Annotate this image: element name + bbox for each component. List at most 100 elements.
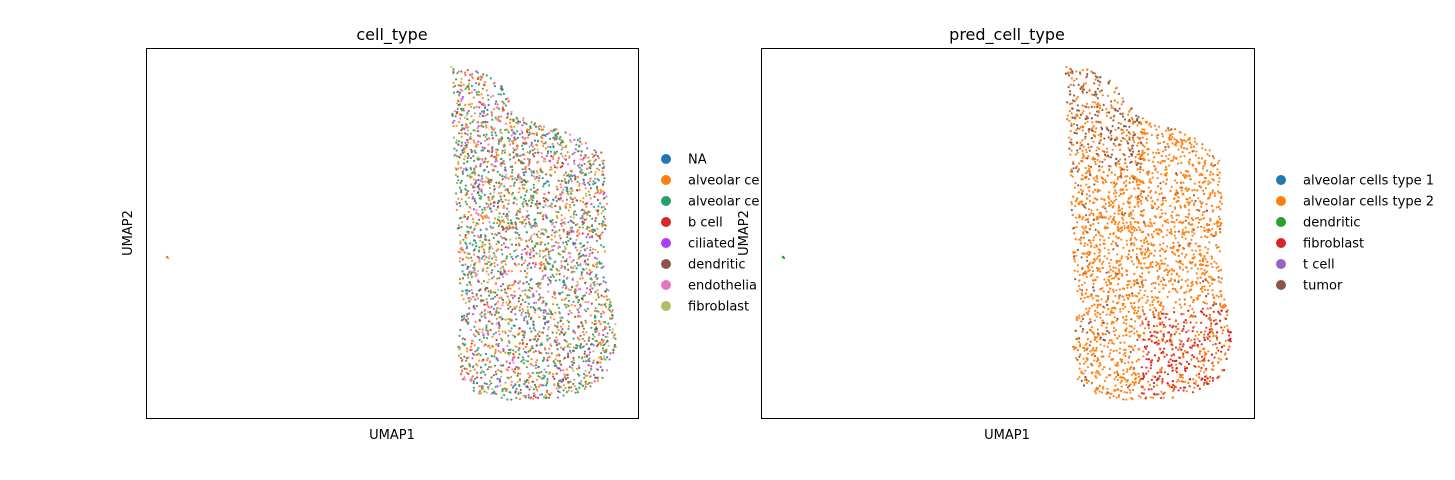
scatter-point <box>464 87 467 90</box>
scatter-point <box>466 174 469 177</box>
scatter-point <box>487 196 490 199</box>
scatter-point <box>1184 280 1187 283</box>
scatter-point <box>1213 192 1216 195</box>
scatter-point <box>480 149 483 152</box>
scatter-point <box>1088 199 1091 203</box>
scatter-point <box>1208 339 1212 342</box>
scatter-point <box>503 221 506 224</box>
scatter-point <box>471 259 474 262</box>
scatter-point <box>595 262 598 265</box>
scatter-point <box>525 345 528 348</box>
scatter-point <box>494 311 497 314</box>
scatter-point <box>573 361 576 364</box>
scatter-point <box>515 198 518 201</box>
scatter-point <box>455 112 458 115</box>
scatter-point <box>1139 324 1142 327</box>
scatter-point <box>518 383 521 387</box>
scatter-point <box>564 171 568 174</box>
scatter-point <box>1087 310 1090 313</box>
scatter-point <box>1131 294 1134 297</box>
scatter-point <box>512 184 516 187</box>
scatter-point <box>603 328 606 331</box>
scatter-point <box>502 268 505 271</box>
scatter-point <box>582 327 586 330</box>
scatter-point <box>1187 337 1190 340</box>
scatter-point <box>491 151 494 154</box>
scatter-point <box>560 224 563 227</box>
scatter-point <box>572 242 575 245</box>
scatter-point <box>1081 174 1084 177</box>
scatter-point <box>1138 317 1141 320</box>
scatter-point <box>1087 250 1090 253</box>
scatter-point <box>568 155 571 158</box>
scatter-point <box>594 171 597 174</box>
scatter-point <box>525 343 529 346</box>
scatter-point <box>1154 191 1157 194</box>
scatter-point <box>1111 240 1114 243</box>
scatter-point <box>472 155 475 158</box>
scatter-point <box>486 301 489 304</box>
scatter-point <box>524 136 527 140</box>
scatter-point <box>516 211 519 214</box>
scatter-point <box>455 141 458 144</box>
scatter-point <box>529 188 533 191</box>
legend-marker <box>661 238 671 248</box>
scatter-point <box>1085 115 1088 118</box>
scatter-point <box>553 318 556 321</box>
scatter-point <box>1115 349 1118 352</box>
scatter-point <box>490 392 493 396</box>
scatter-point <box>1123 138 1126 141</box>
scatter-point <box>564 131 567 134</box>
scatter-point <box>585 267 588 270</box>
scatter-point <box>494 303 497 306</box>
scatter-point <box>469 328 472 332</box>
scatter-point <box>496 377 499 380</box>
scatter-point <box>1123 227 1126 230</box>
scatter-point <box>526 320 529 323</box>
scatter-point <box>510 140 514 143</box>
scatter-point <box>561 316 564 319</box>
scatter-point <box>471 102 474 105</box>
scatter-point <box>600 206 603 209</box>
scatter-point <box>509 158 512 161</box>
scatter-point <box>593 177 597 180</box>
scatter-point <box>1084 132 1087 135</box>
scatter-point <box>580 321 583 324</box>
scatter-point <box>483 160 486 163</box>
scatter-point <box>456 175 459 178</box>
scatter-point <box>518 347 521 350</box>
scatter-point <box>511 168 514 172</box>
scatter-point <box>478 260 481 263</box>
scatter-point <box>1122 369 1125 372</box>
scatter-point <box>1147 351 1150 354</box>
scatter-point <box>587 190 590 193</box>
scatter-point <box>481 216 484 219</box>
scatter-point <box>467 257 470 260</box>
scatter-point <box>461 95 464 99</box>
scatter-point <box>457 167 460 170</box>
scatter-point <box>534 245 537 248</box>
scatter-point <box>493 265 496 268</box>
scatter-point <box>1180 189 1183 192</box>
scatter-point <box>555 138 558 141</box>
scatter-point <box>452 85 455 89</box>
scatter-point <box>463 338 466 341</box>
scatter-point <box>1205 326 1208 329</box>
scatter-point <box>513 249 516 253</box>
scatter-point <box>593 160 596 163</box>
scatter-point <box>542 145 545 148</box>
scatter-point <box>566 319 569 322</box>
scatter-point <box>579 334 582 337</box>
scatter-point <box>1180 144 1183 147</box>
scatter-point <box>482 267 485 270</box>
scatter-point <box>463 376 466 379</box>
scatter-point <box>500 261 503 264</box>
scatter-point <box>546 334 549 337</box>
scatter-point <box>1196 267 1199 270</box>
scatter-point <box>494 116 497 119</box>
scatter-point <box>1220 202 1224 205</box>
scatter-point <box>596 293 600 296</box>
scatter-point <box>493 355 496 358</box>
scatter-point <box>586 181 590 184</box>
scatter-point <box>496 201 499 204</box>
